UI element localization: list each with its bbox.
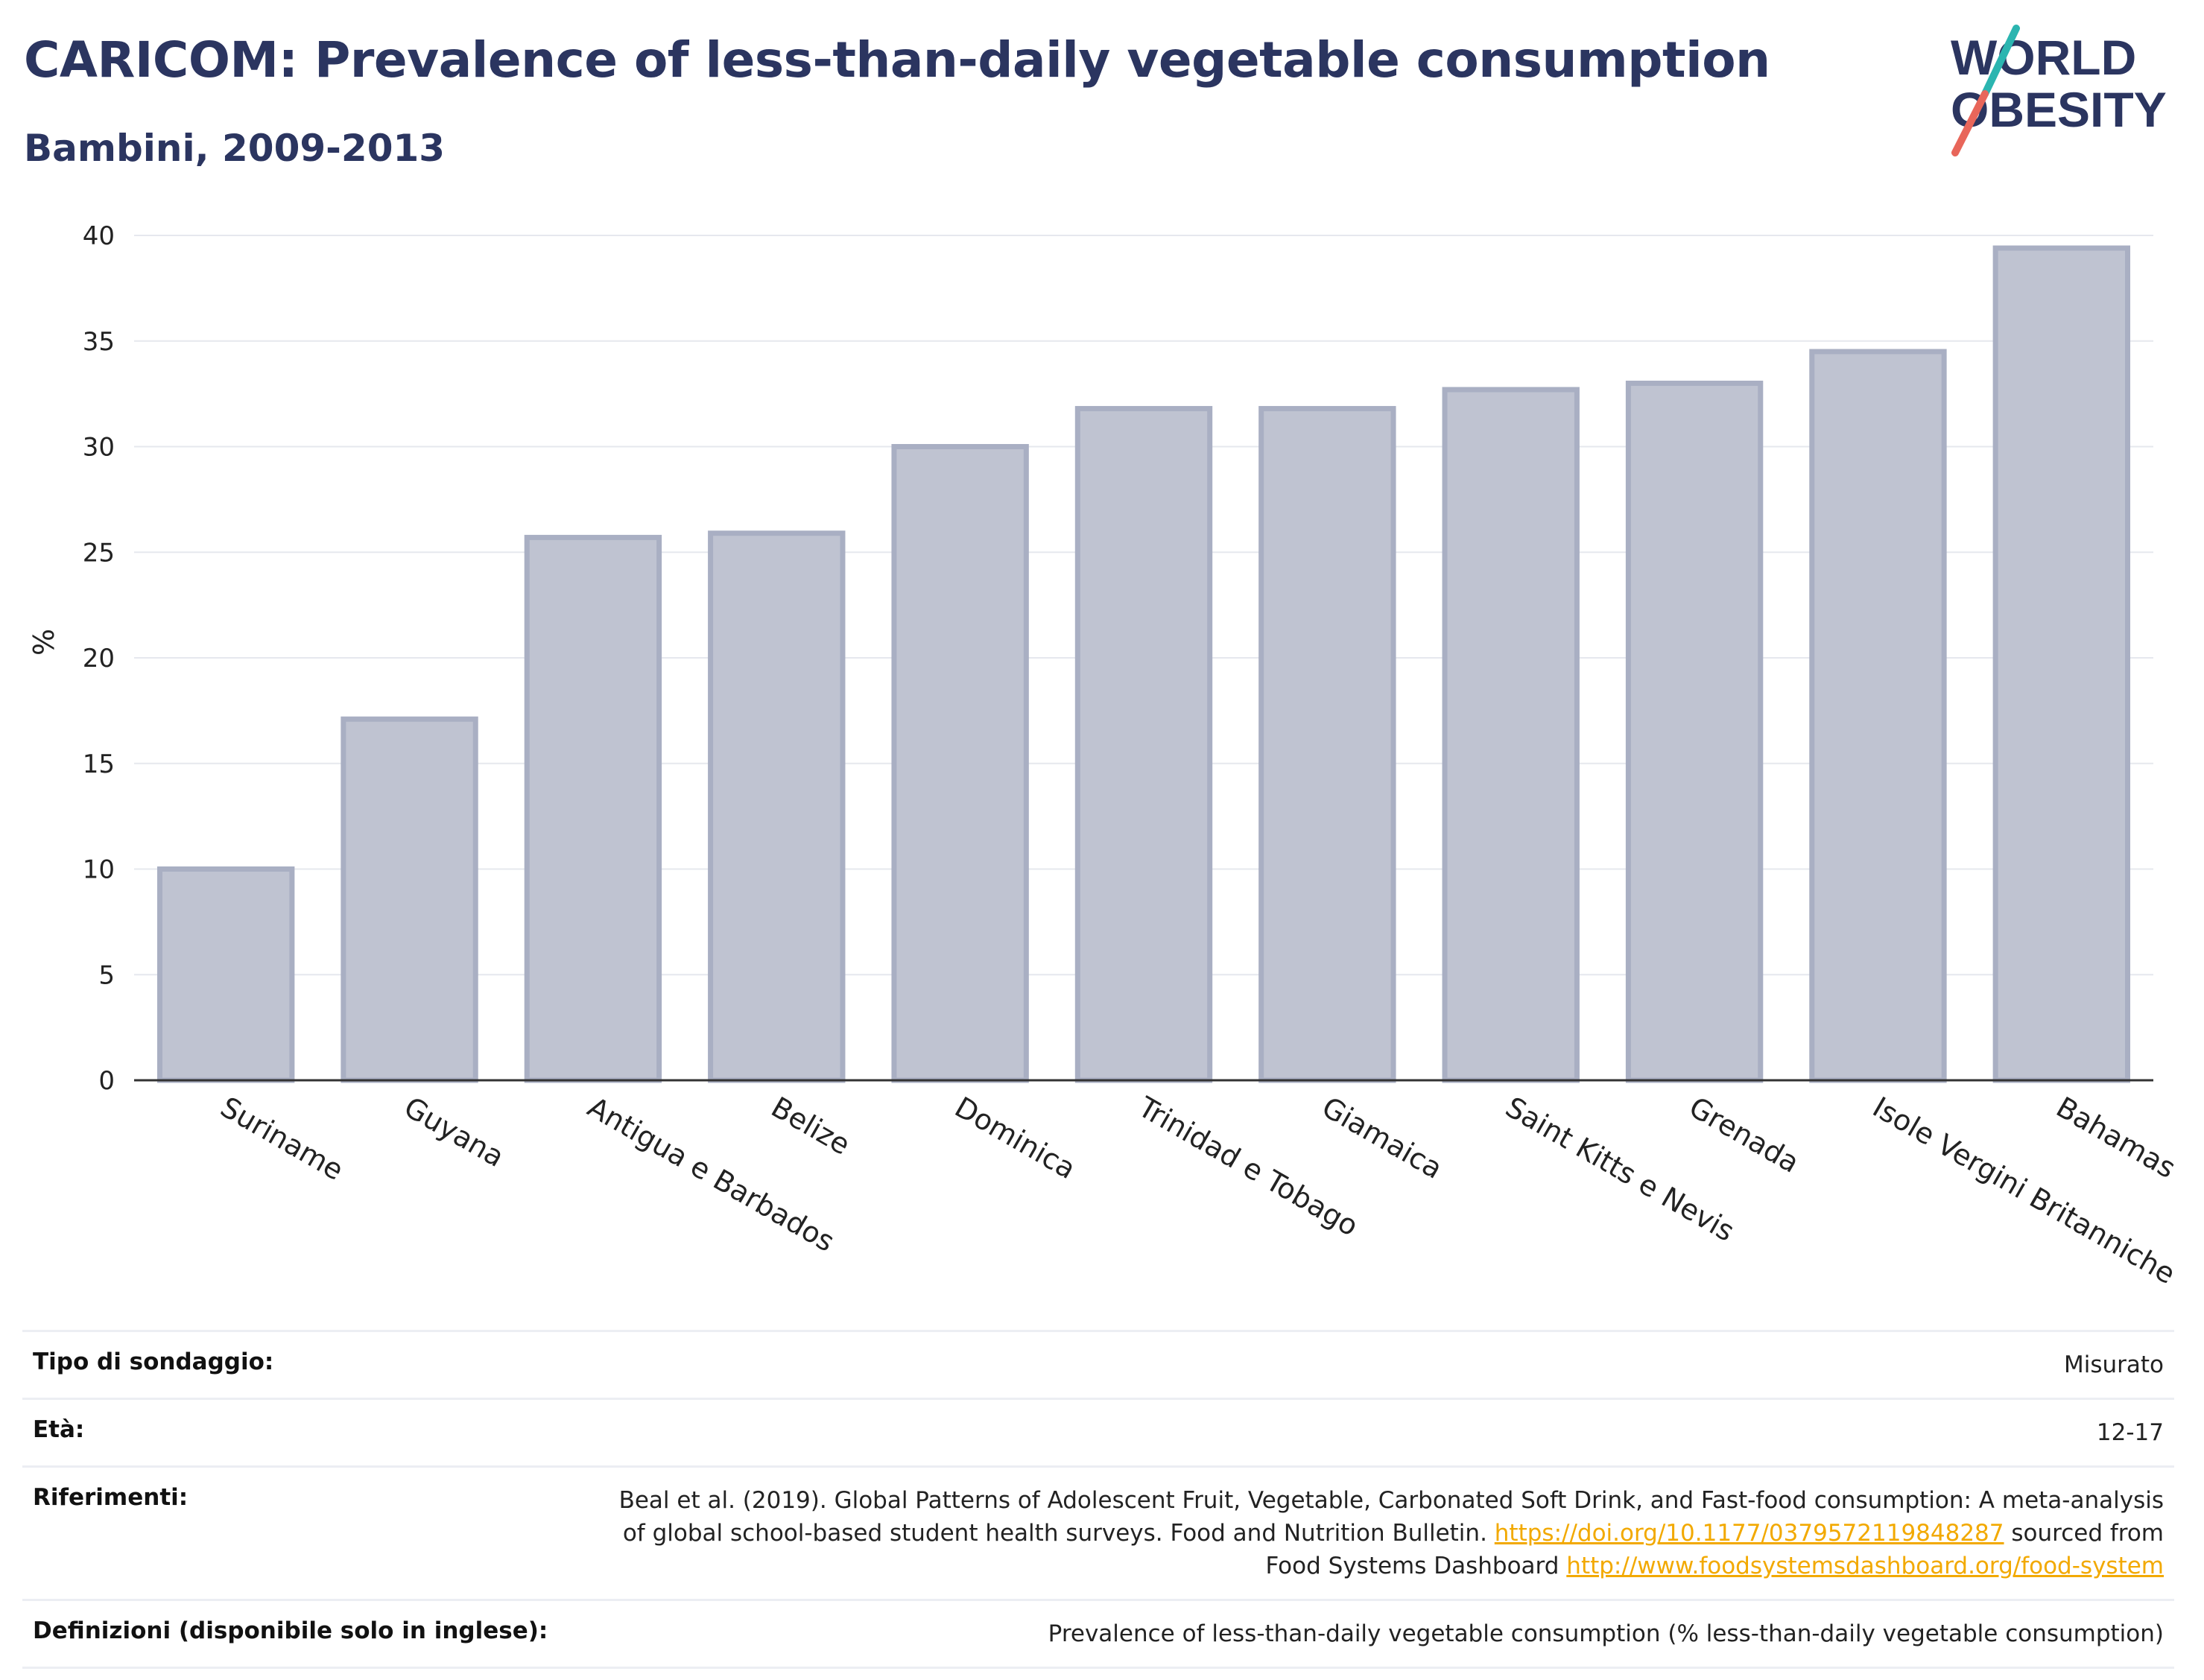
x-tick-label: Isole Vergini Britanniche (1867, 1091, 2181, 1290)
chart-title: CARICOM: Prevalence of less-than-daily v… (24, 31, 1770, 89)
y-tick-label: 0 (98, 1066, 115, 1096)
bar[interactable] (1625, 380, 1764, 1083)
survey-type-value: Misurato (2063, 1351, 2164, 1378)
age-label: Età: (33, 1416, 85, 1443)
x-tick-label: Belize (766, 1091, 856, 1161)
bar[interactable] (524, 534, 662, 1083)
y-tick-label: 15 (83, 749, 115, 779)
references-text-1: Beal et al. (2019). Global Patterns of A… (618, 1487, 2164, 1547)
bar[interactable] (1992, 245, 2131, 1083)
y-tick-label: 30 (83, 433, 115, 463)
survey-type-label: Tipo di sondaggio: (33, 1348, 274, 1375)
definitions-label: Definizioni (disponibile solo in inglese… (33, 1617, 548, 1644)
doi-link[interactable]: https://doi.org/10.1177/0379572119848287 (1494, 1520, 2004, 1547)
x-tick-label: Bahamas (2051, 1091, 2181, 1185)
definitions-value: Prevalence of less-than-daily vegetable … (1048, 1620, 2164, 1647)
bar[interactable] (891, 444, 1029, 1083)
references-text-2: sourced from Food Systems Dashboard (1265, 1520, 2164, 1579)
meta-row-age: Età: 12-17 (22, 1398, 2174, 1465)
food-systems-link[interactable]: http://www.foodsystemsdashboard.org/food… (1566, 1553, 2164, 1579)
y-tick-label: 40 (83, 221, 115, 251)
meta-row-references: Riferimenti: Beal et al. (2019). Global … (22, 1465, 2174, 1599)
x-tick-label: Suriname (215, 1091, 349, 1187)
bar[interactable] (1809, 349, 1947, 1083)
y-tick-labels: 0 5 10 15 20 25 30 35 40 (83, 221, 115, 1096)
age-value: 12-17 (2096, 1419, 2164, 1446)
x-tick-label: Grenada (1684, 1091, 1805, 1179)
y-tick-label: 35 (83, 327, 115, 357)
logo-line1: WORLD (1951, 30, 2136, 85)
bar[interactable] (156, 866, 295, 1083)
x-tick-label: Guyana (399, 1091, 510, 1173)
bar[interactable] (1074, 405, 1213, 1083)
bar[interactable] (1442, 387, 1580, 1083)
meta-row-survey-type: Tipo di sondaggio: Misurato (22, 1330, 2174, 1398)
metadata-table: Tipo di sondaggio: Misurato Età: 12-17 R… (22, 1330, 2174, 1669)
y-tick-label: 5 (98, 960, 115, 990)
logo-slash-red (1951, 90, 1989, 156)
chart-subtitle: Bambini, 2009-2013 (24, 127, 446, 170)
references-label: Riferimenti: (33, 1484, 189, 1511)
bars (156, 245, 2131, 1083)
bar[interactable] (341, 716, 478, 1083)
logo-slash-teal (1981, 25, 2020, 98)
bar[interactable] (1258, 405, 1396, 1083)
meta-row-definitions: Definizioni (disponibile solo in inglese… (22, 1599, 2174, 1669)
x-tick-label: Giamaica (1317, 1091, 1448, 1185)
references-value: Beal et al. (2019). Global Patterns of A… (599, 1484, 2164, 1582)
y-tick-label: 10 (83, 855, 115, 885)
world-obesity-logo: WORLD OBESITY (1951, 25, 2167, 156)
y-tick-label: 25 (83, 538, 115, 568)
y-axis-label: % (28, 629, 60, 656)
bar[interactable] (708, 530, 846, 1083)
y-tick-label: 20 (83, 644, 115, 673)
x-tick-label: Dominica (949, 1091, 1081, 1186)
